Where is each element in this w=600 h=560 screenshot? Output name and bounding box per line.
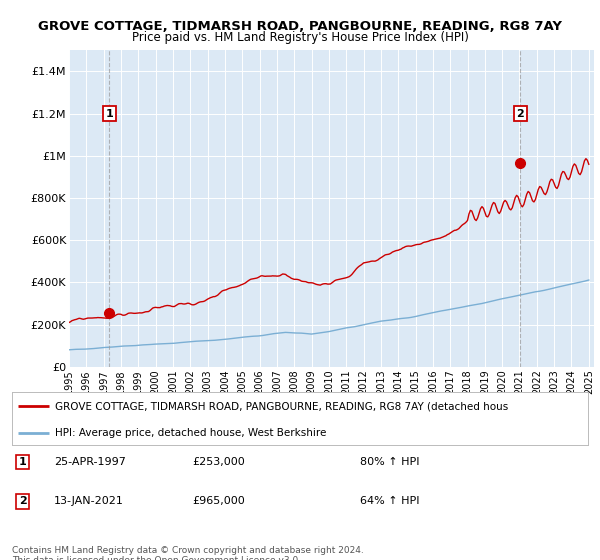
Text: 64% ↑ HPI: 64% ↑ HPI [360, 496, 419, 506]
Text: Price paid vs. HM Land Registry's House Price Index (HPI): Price paid vs. HM Land Registry's House … [131, 31, 469, 44]
Text: 1: 1 [106, 109, 113, 119]
Text: HPI: Average price, detached house, West Berkshire: HPI: Average price, detached house, West… [55, 428, 326, 438]
Text: Contains HM Land Registry data © Crown copyright and database right 2024.
This d: Contains HM Land Registry data © Crown c… [12, 546, 364, 560]
Text: 25-APR-1997: 25-APR-1997 [54, 457, 126, 467]
Text: 13-JAN-2021: 13-JAN-2021 [54, 496, 124, 506]
Text: 80% ↑ HPI: 80% ↑ HPI [360, 457, 419, 467]
Text: 1: 1 [19, 457, 26, 467]
Text: £253,000: £253,000 [192, 457, 245, 467]
Text: £965,000: £965,000 [192, 496, 245, 506]
Text: GROVE COTTAGE, TIDMARSH ROAD, PANGBOURNE, READING, RG8 7AY: GROVE COTTAGE, TIDMARSH ROAD, PANGBOURNE… [38, 20, 562, 32]
Text: 2: 2 [19, 496, 26, 506]
Text: GROVE COTTAGE, TIDMARSH ROAD, PANGBOURNE, READING, RG8 7AY (detached hous: GROVE COTTAGE, TIDMARSH ROAD, PANGBOURNE… [55, 402, 508, 412]
Text: 2: 2 [517, 109, 524, 119]
